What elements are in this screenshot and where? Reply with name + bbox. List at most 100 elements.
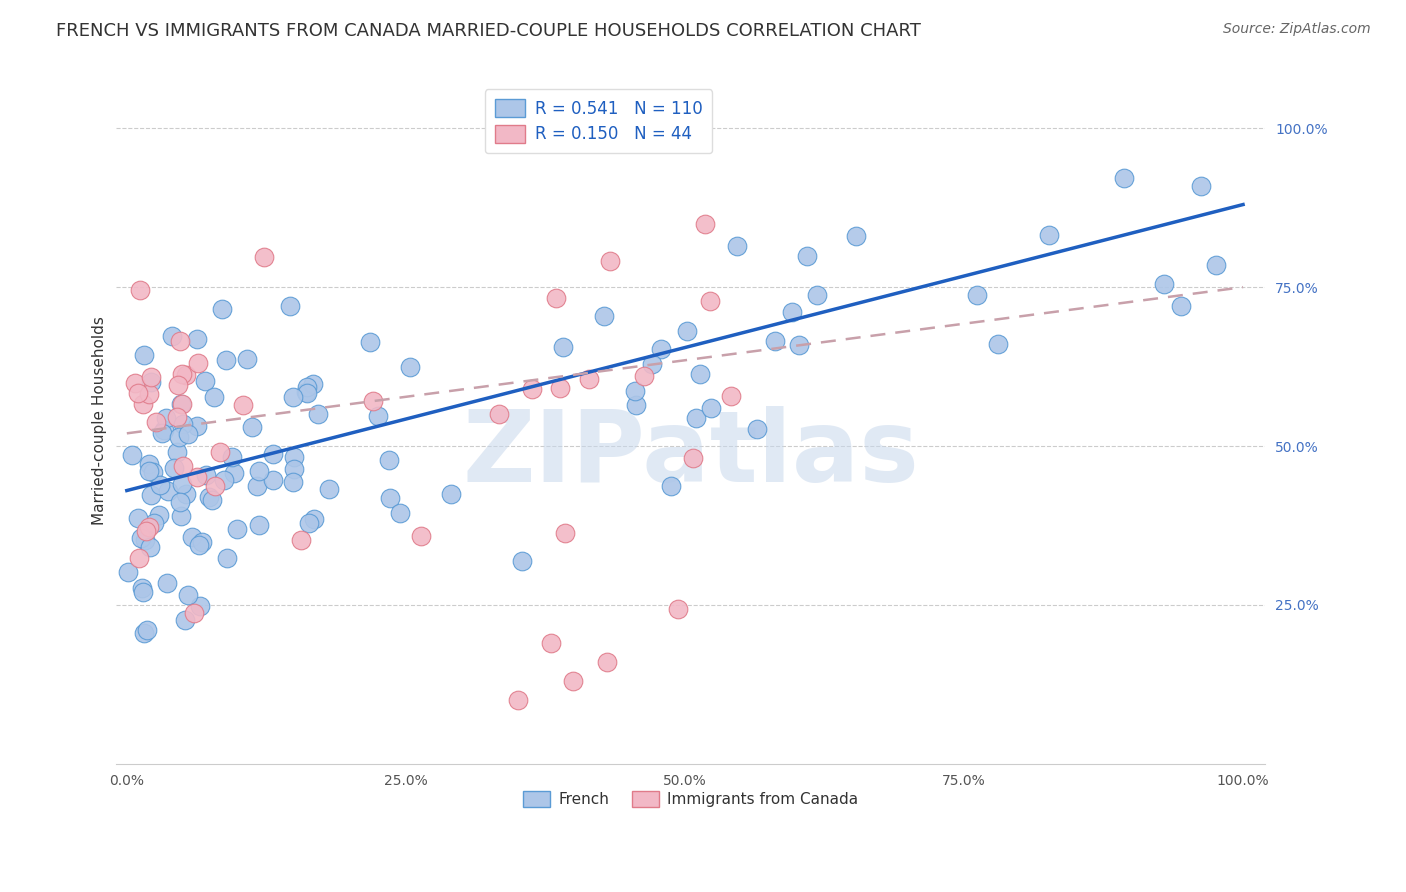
Point	[157, 483, 180, 498]
Point	[1189, 179, 1212, 194]
Point	[593, 309, 616, 323]
Point	[845, 228, 868, 243]
Point	[1038, 228, 1060, 243]
Point	[195, 468, 218, 483]
Point	[550, 380, 572, 394]
Point	[149, 477, 172, 491]
Point	[139, 540, 162, 554]
Point	[281, 475, 304, 490]
Point	[139, 488, 162, 502]
Point	[245, 479, 267, 493]
Point	[121, 448, 143, 462]
Point	[295, 385, 318, 400]
Point	[172, 417, 194, 431]
Point	[693, 217, 716, 231]
Point	[129, 283, 152, 297]
Text: ZIPatlas: ZIPatlas	[463, 407, 920, 503]
Point	[127, 510, 149, 524]
Point	[170, 508, 193, 523]
Point	[624, 398, 647, 412]
Point	[167, 378, 190, 392]
Point	[318, 482, 340, 496]
Point	[138, 520, 160, 534]
Point	[806, 288, 828, 302]
Point	[138, 386, 160, 401]
Y-axis label: Married-couple Households: Married-couple Households	[93, 316, 107, 525]
Point	[232, 398, 254, 412]
Point	[1112, 171, 1135, 186]
Point	[169, 494, 191, 508]
Point	[676, 324, 699, 338]
Point	[156, 575, 179, 590]
Point	[176, 588, 198, 602]
Point	[551, 340, 574, 354]
Point	[198, 490, 221, 504]
Point	[236, 352, 259, 367]
Point	[136, 623, 159, 637]
Point	[169, 397, 191, 411]
Point	[253, 250, 276, 264]
Point	[787, 338, 810, 352]
Point	[191, 535, 214, 549]
Point	[214, 353, 236, 368]
Point	[294, 384, 316, 399]
Point	[166, 409, 188, 424]
Point	[262, 473, 284, 487]
Point	[510, 554, 533, 568]
Point	[132, 397, 155, 411]
Point	[367, 409, 389, 423]
Point	[188, 599, 211, 613]
Point	[666, 602, 689, 616]
Point	[221, 450, 243, 464]
Text: FRENCH VS IMMIGRANTS FROM CANADA MARRIED-COUPLE HOUSEHOLDS CORRELATION CHART: FRENCH VS IMMIGRANTS FROM CANADA MARRIED…	[56, 22, 921, 40]
Point	[596, 655, 619, 669]
Point	[226, 522, 249, 536]
Point	[211, 302, 233, 317]
Point	[212, 473, 235, 487]
Point	[139, 369, 162, 384]
Point	[295, 380, 318, 394]
Point	[143, 516, 166, 530]
Point	[987, 337, 1010, 351]
Point	[247, 518, 270, 533]
Point	[278, 299, 301, 313]
Point	[139, 375, 162, 389]
Point	[132, 348, 155, 362]
Point	[599, 254, 621, 268]
Point	[163, 460, 186, 475]
Point	[796, 249, 818, 263]
Point	[148, 508, 170, 522]
Point	[127, 385, 149, 400]
Point	[283, 462, 305, 476]
Point	[176, 426, 198, 441]
Point	[389, 506, 412, 520]
Point	[359, 334, 381, 349]
Point	[411, 529, 433, 543]
Point	[966, 288, 988, 302]
Point	[700, 401, 723, 416]
Point	[302, 512, 325, 526]
Point	[169, 334, 191, 348]
Point	[1205, 258, 1227, 272]
Point	[187, 356, 209, 370]
Point	[131, 581, 153, 595]
Point	[186, 333, 208, 347]
Point	[283, 390, 305, 404]
Point	[129, 531, 152, 545]
Point	[172, 367, 194, 381]
Point	[247, 464, 270, 478]
Point	[166, 444, 188, 458]
Point	[290, 533, 312, 547]
Point	[222, 466, 245, 480]
Point	[209, 445, 232, 459]
Point	[297, 516, 319, 531]
Point	[699, 293, 721, 308]
Point	[135, 524, 157, 539]
Point	[302, 377, 325, 392]
Point	[377, 453, 399, 467]
Point	[145, 415, 167, 429]
Point	[380, 491, 402, 506]
Point	[150, 425, 173, 440]
Point	[155, 411, 177, 425]
Point	[633, 369, 655, 384]
